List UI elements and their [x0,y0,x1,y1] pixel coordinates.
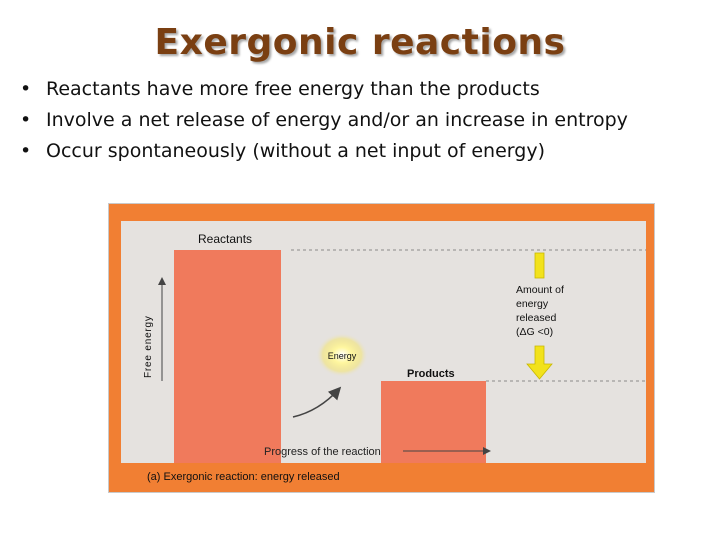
bullet-item: • Occur spontaneously (without a net inpu… [20,136,710,167]
released-label-line: Amount of [516,284,564,296]
bullet-dot: • [20,140,32,162]
energy-label: Energy [328,351,357,361]
figure-caption: (a) Exergonic reaction: energy released [147,471,340,483]
bullet-item: • Involve a net release of energy and/or … [20,105,710,136]
reactants-bar [174,250,281,463]
x-axis-label: Progress of the reaction [264,446,381,458]
energy-glow [316,333,368,377]
bullet-dot: • [20,109,32,131]
y-axis-label: Free energy [143,315,154,378]
slide-title: Exergonic reactions [154,22,566,63]
bullet-dot: • [20,78,32,100]
products-bar [381,381,486,463]
released-arrow-top [534,252,545,279]
bullet-list: • Reactants have more free energy than th… [20,74,710,167]
released-label-line: released [516,312,556,324]
bullet-text: Reactants have more free energy than the… [46,78,540,100]
released-label-line: energy [516,298,549,310]
energy-diagram: Reactants Products Energy Free energy Pr… [143,232,646,463]
released-label-line: (ΔG <0) [516,326,553,338]
bullet-text: Involve a net release of energy and/or a… [46,109,628,131]
products-label: Products [407,368,455,380]
bullet-text: Occur spontaneously (without a net input… [46,140,545,162]
reactants-label: Reactants [198,232,252,246]
diagram-frame: Reactants Products Energy Free energy Pr… [108,203,655,493]
energy-curve-arrow [292,386,342,418]
bullet-item: • Reactants have more free energy than th… [20,74,710,105]
released-arrow-head [526,345,553,380]
plot-area: Reactants Products Energy Free energy Pr… [121,221,646,463]
